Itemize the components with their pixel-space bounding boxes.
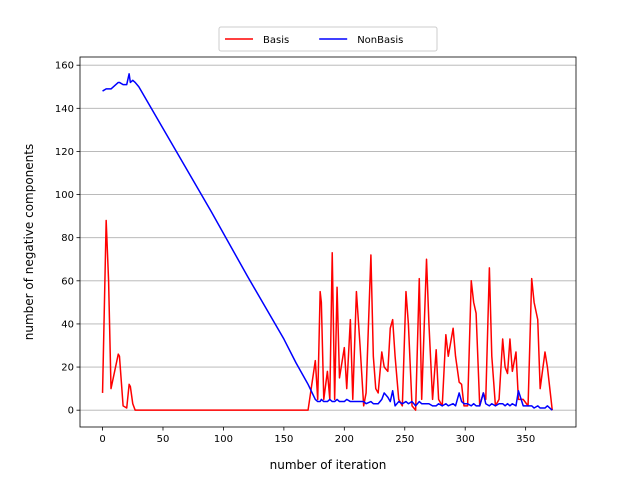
x-axis-label: number of iteration <box>270 458 387 472</box>
plot-frame <box>79 56 577 428</box>
y-axis-label: number of negative components <box>22 144 36 340</box>
line-series <box>101 219 553 411</box>
line-series <box>102 73 553 411</box>
x-tick-label: 100 <box>214 434 233 445</box>
y-tick-label: 120 <box>55 147 74 158</box>
y-tick-label: 140 <box>55 104 74 115</box>
y-tick-label: 20 <box>61 363 74 374</box>
y-tick-label: 80 <box>61 233 74 244</box>
x-tick-label: 0 <box>99 434 105 445</box>
x-tick-label: 250 <box>395 434 414 445</box>
x-tick-label: 350 <box>516 434 535 445</box>
y-tick-label: 60 <box>61 276 74 287</box>
x-tick-label: 200 <box>335 434 354 445</box>
x-tick-label: 300 <box>456 434 475 445</box>
legend: Basis NonBasis <box>218 26 438 52</box>
y-tick-label: 100 <box>55 190 74 201</box>
legend-label: NonBasis <box>357 35 403 46</box>
y-tick-label: 160 <box>55 61 74 72</box>
legend-label: Basis <box>263 35 289 46</box>
x-tick-label: 50 <box>157 434 170 445</box>
y-tick-label: 0 <box>68 406 74 417</box>
x-tick-label: 150 <box>274 434 293 445</box>
y-tick-label: 40 <box>61 319 74 330</box>
